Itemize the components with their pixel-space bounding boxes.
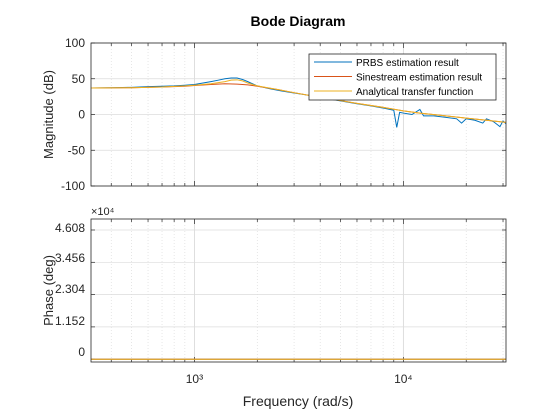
phase-axes-box: [90, 218, 507, 363]
mag-ytick-label: -100: [61, 179, 85, 193]
phase-ytick-label: 4.608: [55, 221, 85, 235]
legend-label: Analytical transfer function: [356, 87, 473, 98]
phase-plot-area: [91, 219, 506, 362]
legend-label: PRBS estimation result: [356, 58, 459, 69]
x-tick-label: 10³: [186, 372, 203, 386]
phase-ytick-label: 1.152: [55, 314, 85, 328]
magnitude-series: [90, 77, 507, 128]
x-tick-labels: 10³ 10⁴: [186, 372, 413, 386]
magnitude-analytical-line: [90, 79, 507, 123]
legend-label: Sinestream estimation result: [356, 73, 482, 84]
phase-exponent-label: ×10⁴: [91, 206, 115, 218]
x-tick-label: 10⁴: [394, 372, 413, 386]
chart-title: Bode Diagram: [251, 13, 346, 29]
mag-ytick-label: -50: [68, 143, 86, 157]
magnitude-y-ticks: 100 50 0 -50 -100: [61, 36, 85, 193]
x-axis-label: Frequency (rad/s): [243, 393, 353, 409]
phase-axes: ×10⁴ 4.608 3.456 2.304 1.152 0 Phase (de…: [41, 206, 507, 363]
phase-ylabel: Phase (deg): [41, 255, 56, 326]
mag-ytick-label: 0: [78, 108, 85, 122]
magnitude-axes-box: [90, 42, 507, 187]
mag-ytick-label: 50: [72, 72, 86, 86]
phase-y-ticks: 4.608 3.456 2.304 1.152 0: [55, 221, 85, 359]
phase-ytick-label: 3.456: [55, 251, 85, 265]
magnitude-ylabel: Magnitude (dB): [41, 70, 56, 159]
phase-ytick-label: 0: [78, 345, 85, 359]
legend: PRBS estimation result Sinestream estima…: [308, 53, 497, 101]
phase-ytick-label: 2.304: [55, 282, 85, 296]
mag-ytick-label: 100: [65, 36, 85, 50]
